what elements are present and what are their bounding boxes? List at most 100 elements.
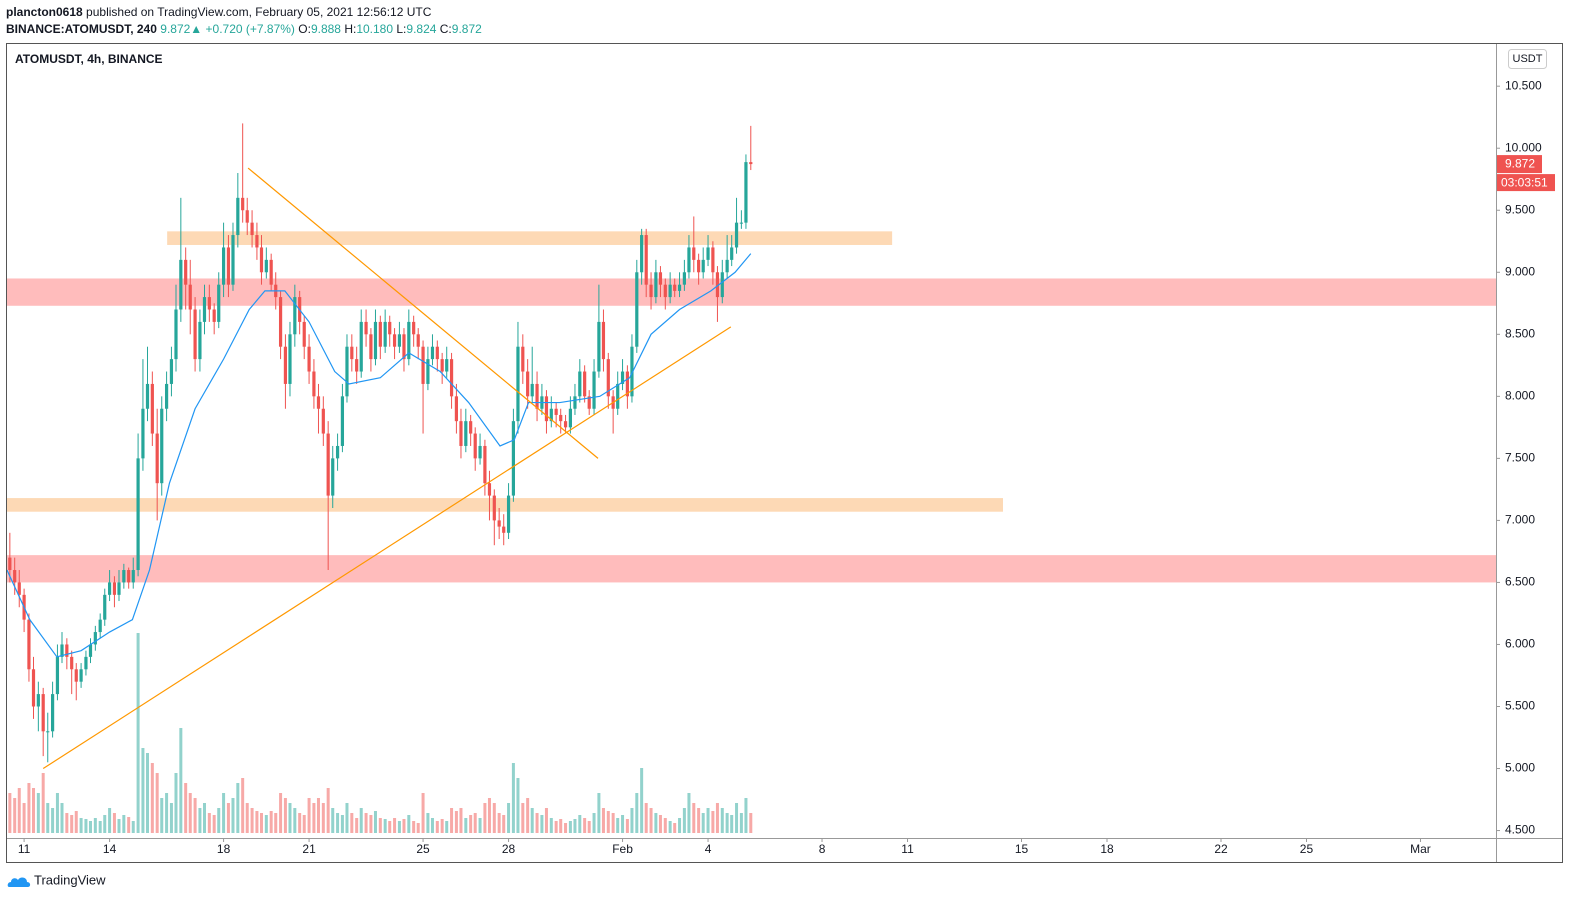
zone <box>7 498 1003 512</box>
candle-body <box>117 582 121 595</box>
volume-bar <box>150 763 154 833</box>
volume-bar <box>27 783 31 833</box>
candle-body <box>597 321 601 372</box>
volume-bar <box>388 821 392 833</box>
volume-bar <box>640 768 644 833</box>
candle-body <box>430 346 435 360</box>
volume-bar <box>131 821 135 833</box>
volume-bar <box>117 819 121 833</box>
volume-bar <box>459 808 463 833</box>
candle-body <box>46 731 50 733</box>
candle-body <box>625 371 629 397</box>
volume-bar <box>226 803 230 833</box>
candle-body <box>606 359 610 397</box>
volume-bar <box>364 813 368 833</box>
candle-body <box>592 371 596 409</box>
y-tick-label: 7.000 <box>1505 513 1535 527</box>
volume-bar <box>407 815 411 833</box>
volume-bar <box>701 813 705 833</box>
candle-body <box>402 334 406 360</box>
candle-body <box>202 297 207 322</box>
volume-bar <box>416 823 420 833</box>
volume-bar <box>193 798 197 833</box>
candle-body <box>288 334 292 384</box>
candle-body <box>98 619 102 633</box>
volume-bar <box>625 819 629 833</box>
candle-body <box>193 309 197 360</box>
footer-brand[interactable]: TradingView <box>34 872 106 887</box>
candle-body <box>307 346 311 372</box>
candle-body <box>701 259 705 273</box>
o-label: O: <box>298 22 311 36</box>
volume-bar <box>169 803 173 833</box>
volume-bar <box>658 815 662 833</box>
candle-body <box>8 557 12 571</box>
volume-bar <box>259 813 263 833</box>
x-tick-label: 8 <box>819 842 826 856</box>
volume-bar <box>231 798 235 833</box>
candle-body <box>27 619 31 670</box>
volume-bar <box>65 813 69 833</box>
candle-body <box>241 197 245 211</box>
candle-body <box>60 644 64 657</box>
candle-body <box>141 408 145 459</box>
volume-bar <box>155 773 159 833</box>
candle-body <box>654 272 658 298</box>
volume-bar <box>464 818 468 833</box>
candle-body <box>416 334 420 347</box>
volume-bar <box>307 798 311 833</box>
candle-body <box>269 259 273 285</box>
candle-body <box>278 297 283 347</box>
currency[interactable]: USDT <box>1513 53 1543 65</box>
author[interactable]: plancton0618 <box>6 5 83 19</box>
volume-bar <box>715 803 719 833</box>
candle-body <box>620 371 625 384</box>
volume-bar <box>606 811 610 833</box>
volume-bar <box>535 813 539 833</box>
candle-body <box>331 458 335 496</box>
volume-bar <box>8 793 12 833</box>
volume-bar <box>549 818 553 833</box>
candle-body <box>122 570 126 583</box>
candle-body <box>459 421 463 446</box>
x-tick-label: Mar <box>1410 842 1431 856</box>
volume-bar <box>269 811 273 833</box>
candle-body <box>217 284 221 322</box>
candle-body <box>483 445 487 484</box>
x-tick-label: 25 <box>1300 842 1314 856</box>
volume-bar <box>345 803 349 833</box>
candle-body <box>212 309 216 322</box>
candle-body <box>326 433 330 496</box>
candle-body <box>502 526 506 533</box>
candle-body <box>41 694 45 732</box>
volume-bar <box>145 753 149 833</box>
volume-bar <box>540 815 544 833</box>
y-tick-label: 10.500 <box>1505 78 1542 92</box>
volume-bar <box>17 788 21 833</box>
volume-bar <box>383 819 387 833</box>
volume-bar <box>369 815 373 833</box>
x-tick-label: 28 <box>502 842 516 856</box>
candle-body <box>283 346 288 384</box>
arrow: ▲ <box>190 22 203 36</box>
candle-body <box>84 656 88 670</box>
candle-body <box>487 483 492 496</box>
currency-button[interactable] <box>1508 49 1547 69</box>
candle-body <box>668 284 672 298</box>
candle-body <box>559 414 563 422</box>
candle-body <box>706 247 710 260</box>
volume-bar <box>426 813 430 833</box>
candle-body <box>55 656 60 695</box>
volume-bar <box>32 788 36 833</box>
volume-bar <box>336 813 340 833</box>
candle-body <box>103 594 107 620</box>
candle-body <box>673 284 677 291</box>
volume-bar <box>654 813 658 833</box>
candle-body <box>715 272 720 298</box>
volume-bar <box>184 783 188 833</box>
candle-body <box>150 383 154 434</box>
l-label: L: <box>396 22 407 36</box>
volume-bar <box>597 793 601 833</box>
candle-body <box>549 408 553 422</box>
